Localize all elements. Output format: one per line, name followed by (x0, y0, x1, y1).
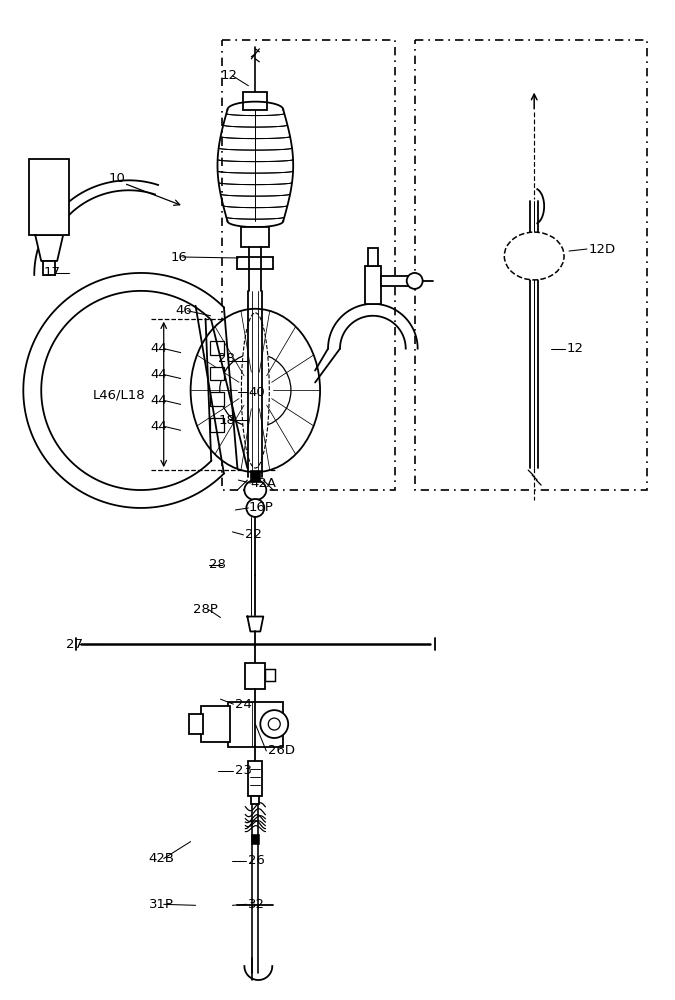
Text: 28: 28 (219, 352, 236, 365)
Text: 32: 32 (248, 898, 265, 911)
Bar (414, 40, 647, 490)
Bar (211, 367, 224, 380)
Bar (251, 796, 259, 804)
Ellipse shape (190, 309, 320, 472)
Bar (29, 159, 69, 235)
Text: 44: 44 (151, 368, 167, 381)
Ellipse shape (246, 499, 265, 517)
Text: 24: 24 (236, 698, 252, 711)
Bar (211, 418, 224, 432)
Text: 12: 12 (567, 342, 584, 355)
Text: 18: 18 (219, 414, 236, 427)
Text: 16P: 16P (248, 501, 273, 514)
Text: 28: 28 (209, 558, 225, 571)
Text: 42A: 42A (250, 477, 276, 490)
Bar (188, 714, 202, 734)
Bar (265, 669, 275, 681)
Bar (228, 702, 284, 747)
Ellipse shape (504, 232, 564, 280)
Bar (251, 834, 259, 844)
Bar (223, 40, 395, 490)
Ellipse shape (244, 480, 267, 500)
Text: 26D: 26D (268, 744, 295, 757)
Circle shape (407, 273, 423, 289)
Text: 12: 12 (221, 69, 238, 82)
Ellipse shape (242, 313, 269, 468)
Text: 42B: 42B (148, 852, 175, 865)
Bar (43, 261, 55, 275)
Text: 17: 17 (43, 266, 60, 279)
Bar (381, 276, 410, 286)
Bar (368, 248, 378, 266)
Bar (365, 266, 381, 304)
Text: 44: 44 (151, 394, 167, 407)
Bar (246, 663, 265, 689)
Text: 10: 10 (109, 172, 126, 185)
Text: 23: 23 (236, 764, 252, 777)
Text: L46/L18: L46/L18 (93, 389, 146, 402)
Bar (248, 761, 263, 796)
Text: 16: 16 (171, 251, 188, 264)
Text: 22: 22 (246, 528, 263, 541)
Bar (244, 92, 267, 110)
Text: 27: 27 (66, 638, 83, 651)
Text: 44: 44 (151, 420, 167, 433)
Text: 40: 40 (248, 386, 265, 399)
Bar (200, 706, 230, 742)
Text: 28P: 28P (192, 603, 217, 616)
Polygon shape (247, 617, 263, 631)
Text: 46: 46 (176, 304, 192, 317)
Circle shape (268, 718, 280, 730)
Polygon shape (35, 235, 63, 261)
Text: 31P: 31P (148, 898, 173, 911)
Circle shape (261, 710, 288, 738)
Ellipse shape (220, 354, 291, 427)
Text: 44: 44 (151, 342, 167, 355)
Text: 26: 26 (248, 854, 265, 867)
Bar (211, 392, 224, 406)
Bar (211, 341, 224, 355)
Bar (250, 470, 261, 482)
Bar (242, 227, 269, 247)
Text: 12D: 12D (589, 243, 616, 256)
